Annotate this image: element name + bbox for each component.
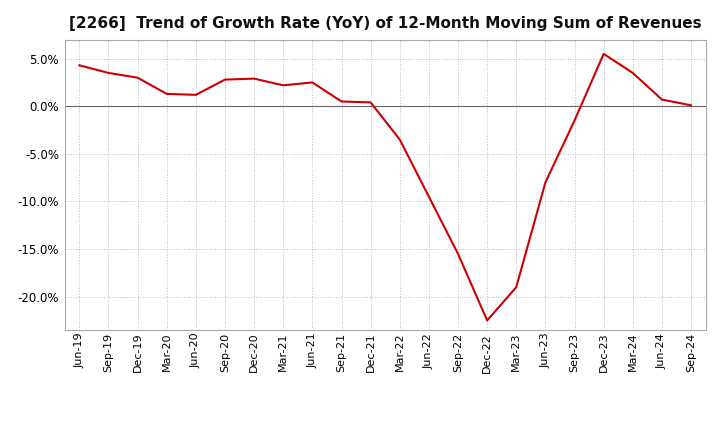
Title: [2266]  Trend of Growth Rate (YoY) of 12-Month Moving Sum of Revenues: [2266] Trend of Growth Rate (YoY) of 12-… <box>69 16 701 32</box>
